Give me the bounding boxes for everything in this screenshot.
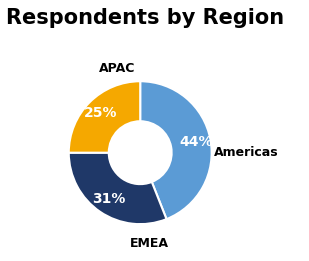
Wedge shape bbox=[69, 153, 167, 224]
Text: APAC: APAC bbox=[99, 62, 136, 75]
Wedge shape bbox=[140, 81, 212, 219]
Text: 44%: 44% bbox=[179, 135, 212, 149]
Text: Respondents by Region: Respondents by Region bbox=[6, 8, 284, 28]
Text: EMEA: EMEA bbox=[130, 236, 169, 250]
Text: Americas: Americas bbox=[214, 146, 278, 159]
Text: 25%: 25% bbox=[83, 106, 117, 120]
Text: 31%: 31% bbox=[92, 192, 125, 206]
Wedge shape bbox=[69, 81, 140, 153]
